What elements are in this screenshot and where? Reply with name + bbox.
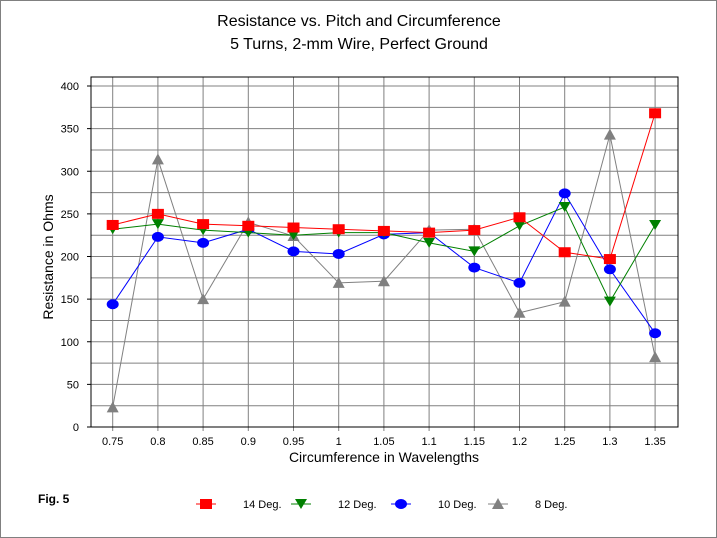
- data-point: [197, 293, 210, 305]
- data-point: [151, 219, 164, 230]
- data-point: [106, 299, 119, 310]
- series-group: [106, 108, 662, 413]
- data-point: [603, 296, 616, 307]
- legend-marker: [295, 499, 307, 509]
- x-tick-label: 1.1: [421, 436, 436, 448]
- data-point: [332, 276, 345, 288]
- figure-label: Fig. 5: [38, 492, 70, 506]
- y-axis-label: Resistance in Ohms: [40, 194, 56, 319]
- y-tick-label: 0: [73, 422, 79, 434]
- x-tick-label: 0.9: [241, 436, 256, 448]
- data-point: [151, 208, 164, 219]
- data-point: [106, 219, 119, 230]
- chart-title: Resistance vs. Pitch and Circumference: [217, 13, 501, 30]
- y-tick-label: 200: [61, 252, 79, 264]
- data-point: [558, 188, 571, 199]
- legend-marker: [395, 499, 407, 509]
- data-point: [649, 328, 662, 339]
- data-point: [151, 153, 164, 165]
- y-tick-label: 300: [61, 166, 79, 178]
- y-tick-label: 250: [61, 209, 79, 221]
- x-tick-label: 1.15: [464, 436, 485, 448]
- x-tick-label: 0.95: [283, 436, 304, 448]
- x-axis-label: Circumference in Wavelengths: [289, 449, 479, 465]
- y-tick-label: 350: [61, 124, 79, 136]
- legend-label: 14 Deg.: [243, 499, 282, 511]
- data-point: [513, 306, 526, 318]
- plot-frame: [90, 76, 679, 428]
- legend-item: 8 Deg.: [488, 498, 567, 511]
- y-axis: 0 50 100 150 200 250 300 350 400: [61, 81, 91, 434]
- x-tick-label: 1.2: [512, 436, 527, 448]
- y-tick-label: 400: [61, 81, 79, 93]
- y-tick-label: 100: [61, 337, 79, 349]
- data-point: [513, 277, 526, 288]
- x-tick-label: 0.8: [150, 436, 165, 448]
- data-point: [197, 237, 210, 248]
- chart-subtitle: 5 Turns, 2-mm Wire, Perfect Ground: [230, 36, 488, 53]
- data-point: [513, 212, 526, 223]
- x-tick-label: 1.35: [644, 436, 665, 448]
- data-point: [423, 227, 436, 238]
- data-point: [468, 225, 481, 236]
- legend-item: 14 Deg.: [196, 499, 282, 511]
- x-axis: 0.75 0.8 0.85 0.9 0.95 1 1.05 1.1 1.15 1.2 1.25 1.3…: [102, 436, 666, 448]
- legend-item: 10 Deg.: [391, 499, 477, 511]
- legend-marker: [200, 499, 212, 509]
- data-point: [649, 219, 662, 230]
- data-point: [513, 220, 526, 231]
- data-point: [423, 237, 436, 248]
- legend-marker: [492, 498, 504, 509]
- legend: 14 Deg. 12 Deg. 10 Deg. 8 Deg.: [196, 498, 567, 511]
- data-point: [558, 202, 571, 213]
- data-point: [468, 246, 481, 257]
- data-point: [558, 247, 571, 258]
- data-point: [468, 262, 481, 273]
- data-point: [603, 264, 616, 275]
- y-tick-label: 150: [61, 294, 79, 306]
- data-point: [558, 295, 571, 307]
- legend-item: 12 Deg.: [291, 499, 377, 511]
- data-point: [603, 128, 616, 140]
- grid: [91, 77, 678, 431]
- legend-label: 12 Deg.: [338, 499, 377, 511]
- data-point: [287, 222, 300, 233]
- series-14-deg: [106, 108, 662, 265]
- data-point: [649, 108, 662, 119]
- x-tick-label: 1.05: [373, 436, 394, 448]
- data-point: [332, 248, 345, 259]
- data-point: [151, 231, 164, 242]
- data-point: [106, 401, 119, 413]
- x-tick-label: 1: [336, 436, 342, 448]
- data-point: [377, 225, 390, 236]
- data-point: [287, 246, 300, 257]
- data-point: [197, 219, 210, 230]
- legend-label: 8 Deg.: [535, 499, 567, 511]
- x-tick-label: 1.3: [602, 436, 617, 448]
- x-tick-label: 0.85: [192, 436, 213, 448]
- data-point: [332, 224, 345, 235]
- data-point: [242, 220, 255, 231]
- data-point: [287, 230, 300, 241]
- data-point: [377, 275, 390, 287]
- data-point: [649, 351, 662, 363]
- y-tick-label: 50: [67, 379, 79, 391]
- x-tick-label: 1.25: [554, 436, 575, 448]
- x-tick-label: 0.75: [102, 436, 123, 448]
- data-point: [603, 254, 616, 265]
- legend-label: 10 Deg.: [438, 499, 477, 511]
